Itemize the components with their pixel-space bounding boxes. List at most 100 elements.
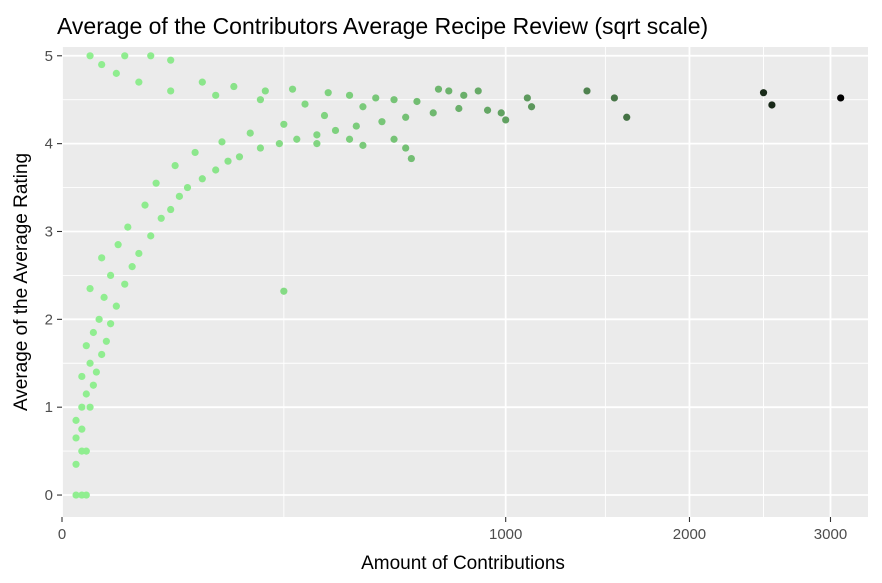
data-point (98, 350, 106, 359)
y-tick-label: 4 (45, 136, 53, 153)
data-point (147, 52, 155, 60)
data-point (82, 390, 90, 398)
y-tick-label: 0 (45, 487, 53, 504)
data-point (175, 192, 183, 200)
data-point (474, 87, 482, 95)
data-point (167, 87, 175, 95)
data-point (82, 342, 90, 350)
data-point (359, 103, 367, 111)
data-point (212, 91, 220, 99)
data-point (78, 403, 86, 411)
data-point (313, 140, 321, 148)
data-point (224, 157, 232, 165)
data-point (345, 91, 354, 99)
data-point (92, 368, 100, 376)
data-point (320, 111, 329, 120)
data-point (390, 135, 398, 143)
data-point (95, 315, 103, 323)
data-point (141, 201, 149, 209)
data-point (72, 434, 80, 442)
data-point (72, 491, 80, 499)
data-point (89, 381, 97, 389)
data-point (114, 241, 122, 249)
data-point (107, 320, 115, 328)
panel-background (62, 47, 868, 517)
data-point (86, 52, 94, 60)
data-point (135, 249, 143, 258)
data-point (623, 113, 631, 121)
data-point (121, 280, 129, 288)
data-point (527, 103, 536, 111)
data-point (89, 328, 97, 337)
data-point (256, 96, 265, 104)
y-axis-title: Average of the Average Rating (11, 153, 32, 411)
data-point (112, 69, 120, 77)
data-point (445, 87, 453, 95)
data-point (378, 118, 386, 126)
data-point (261, 87, 269, 95)
data-point (523, 94, 531, 102)
data-point (72, 416, 80, 424)
data-point (152, 179, 160, 187)
data-point (100, 293, 108, 301)
plot-panel (62, 47, 868, 517)
data-point (235, 153, 244, 161)
y-tick-label: 5 (45, 48, 53, 65)
data-point (218, 138, 226, 146)
y-tick-label: 1 (45, 399, 53, 416)
data-point (98, 254, 106, 262)
data-point (78, 425, 86, 433)
y-tick-label: 2 (45, 311, 53, 328)
data-point (280, 120, 288, 128)
data-point (288, 85, 297, 93)
data-point (313, 131, 321, 139)
data-point (372, 94, 380, 102)
data-point (102, 337, 110, 345)
data-point (107, 271, 115, 280)
data-point (112, 302, 120, 310)
data-point (345, 135, 354, 143)
data-point (483, 106, 492, 114)
data-point (128, 263, 136, 271)
data-point (147, 232, 155, 240)
data-point (191, 148, 199, 157)
data-point (121, 52, 129, 60)
data-point (256, 144, 265, 152)
data-point (280, 287, 288, 295)
x-axis-title: Amount of Contributions (361, 553, 565, 574)
data-point (301, 100, 309, 108)
data-point (275, 140, 283, 148)
x-tick-label: 0 (58, 526, 66, 543)
data-point (124, 223, 132, 231)
data-point (167, 205, 175, 214)
data-point (352, 122, 360, 130)
x-tick-label: 2000 (673, 526, 706, 543)
x-tick-label: 1000 (489, 526, 522, 543)
data-point (331, 126, 340, 135)
data-point (324, 89, 332, 97)
data-point (434, 85, 443, 93)
chart-title: Average of the Contributors Average Reci… (57, 13, 708, 39)
data-point (78, 372, 86, 381)
data-point (293, 135, 301, 143)
data-point (837, 94, 845, 102)
data-point (212, 166, 220, 174)
data-point (135, 78, 143, 86)
data-point (413, 97, 421, 106)
axes: 0 1 2 3 4 5 0 1000 2000 3000 (45, 48, 848, 543)
data-point (460, 91, 468, 99)
data-point (198, 175, 206, 183)
data-point (759, 89, 768, 97)
data-point (167, 56, 175, 64)
data-point (246, 129, 254, 137)
data-point (198, 78, 206, 86)
data-point (157, 214, 165, 222)
data-point (171, 162, 179, 170)
data-point (768, 101, 776, 109)
data-point (610, 94, 618, 102)
data-point (98, 60, 106, 69)
data-point (72, 460, 80, 468)
x-tick-label: 3000 (814, 526, 847, 543)
data-point (82, 491, 90, 499)
